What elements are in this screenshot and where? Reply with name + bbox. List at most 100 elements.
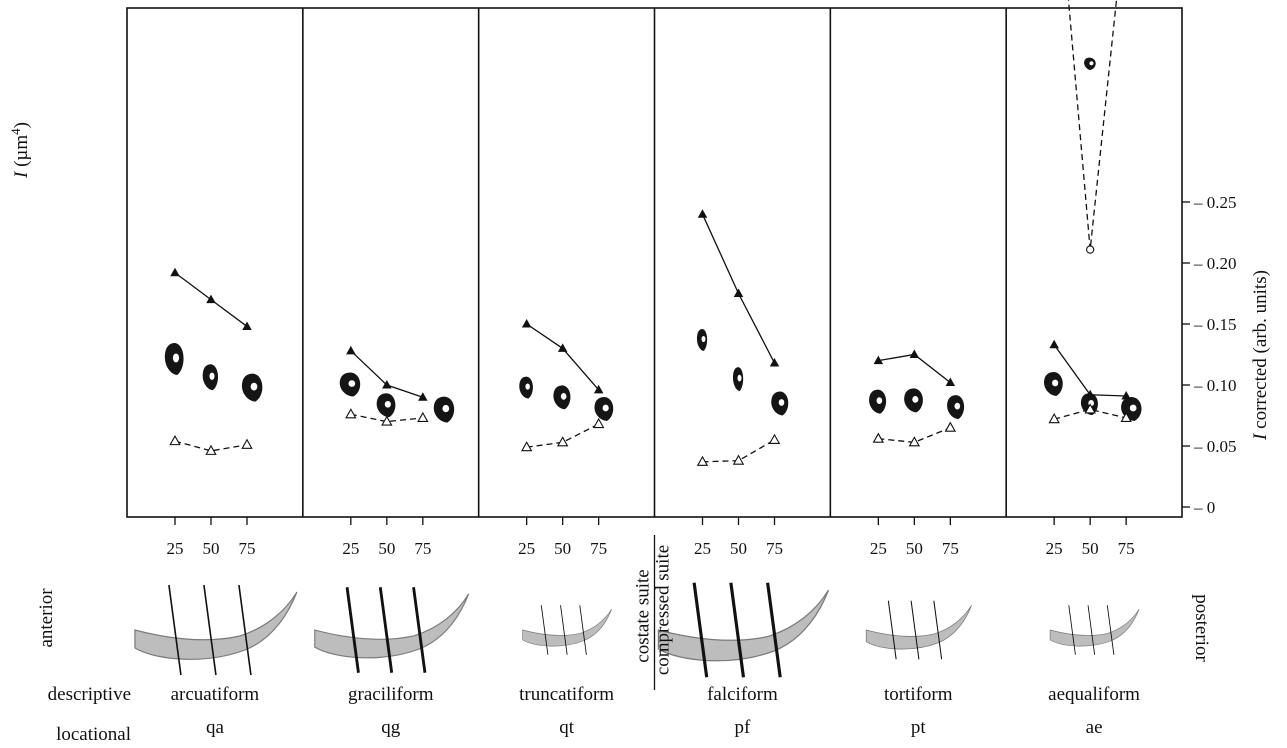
x-tick-label: 25 — [342, 539, 359, 558]
data-point-solid-triangle — [909, 349, 920, 358]
right-tick-label: – 0.05 — [1193, 437, 1237, 456]
right-tick-label: – 0.10 — [1193, 376, 1237, 395]
section-line — [887, 600, 897, 660]
section-line — [910, 600, 920, 660]
x-tick-label: 50 — [730, 539, 747, 558]
compressed-suite-label: compressed suite — [653, 545, 674, 675]
silhouette-pulp — [876, 397, 883, 404]
right-tick-label: – 0 — [1193, 498, 1215, 517]
data-point-solid-triangle — [1121, 390, 1131, 400]
cross-section-silhouette — [553, 385, 571, 410]
cross-section-silhouette — [376, 393, 396, 418]
series-line-solid-triangle — [1053, 344, 1127, 397]
series-line-open-triangle — [350, 413, 423, 423]
right-tick-label: – 0.15 — [1193, 315, 1237, 334]
silhouette-pulp — [737, 374, 742, 382]
data-point-solid-triangle — [170, 267, 180, 277]
locational-code: qt — [559, 717, 575, 738]
cross-section-silhouette — [732, 367, 744, 392]
data-point-open-triangle — [169, 434, 181, 446]
series-line-solid-triangle — [526, 323, 600, 391]
data-point-open-triangle — [556, 436, 569, 447]
section-line — [729, 582, 746, 678]
data-point-open-triangle — [872, 432, 885, 443]
data-point-open-triangle — [205, 444, 217, 455]
x-tick-label: 50 — [378, 539, 395, 558]
cross-section-silhouette — [904, 388, 923, 413]
x-tick-label: 25 — [1046, 539, 1063, 558]
silhouette-pulp — [912, 396, 919, 403]
data-point-solid-triangle — [593, 384, 604, 394]
x-tick-label: 25 — [870, 539, 887, 558]
data-point-open-triangle — [381, 415, 393, 426]
data-point-open-triangle — [592, 417, 605, 429]
descriptive-name: graciliform — [348, 684, 434, 705]
cross-section-silhouette — [947, 395, 965, 420]
data-point-solid-triangle — [557, 343, 568, 352]
x-tick-label: 25 — [694, 539, 711, 558]
data-point-open-triangle — [1120, 411, 1132, 422]
silhouette-pulp — [442, 404, 450, 413]
x-tick-label: 50 — [203, 539, 220, 558]
series-line-open-triangle — [174, 440, 248, 452]
descriptive-name: truncatiform — [519, 684, 614, 705]
section-line — [692, 582, 709, 678]
cross-section-silhouette — [339, 372, 361, 397]
section-line — [1106, 605, 1115, 655]
section-line — [560, 605, 568, 655]
data-point-solid-triangle — [521, 319, 532, 328]
silhouette-pulp — [209, 372, 215, 380]
right-tick-label: – 0.25 — [1193, 193, 1237, 212]
locational-code: qa — [206, 717, 225, 738]
specimen-body — [522, 608, 612, 647]
series-line-open-circle — [1067, 0, 1118, 250]
silhouette-pulp — [954, 402, 961, 410]
silhouette-pulp — [348, 380, 356, 387]
data-point-open-triangle — [417, 411, 429, 422]
data-point-open-triangle — [696, 455, 709, 466]
descriptive-name: arcuatiform — [171, 684, 260, 705]
x-tick-label: 75 — [239, 539, 256, 558]
section-line — [1068, 605, 1076, 655]
data-point-open-triangle — [1084, 403, 1096, 414]
data-point-open-triangle — [944, 421, 957, 432]
series-line-open-triangle — [878, 427, 951, 444]
x-tick-label: 75 — [1118, 539, 1135, 558]
x-tick-label: 75 — [942, 539, 959, 558]
specimen-illustration — [522, 605, 612, 655]
silhouette-pulp — [172, 353, 180, 363]
silhouette-pulp — [701, 335, 706, 343]
data-point-solid-triangle — [1049, 339, 1059, 349]
x-tick-label: 50 — [554, 539, 571, 558]
cross-section-silhouette — [519, 376, 533, 399]
section-line — [933, 600, 943, 660]
specimen-illustration — [134, 584, 298, 676]
data-point-solid-triangle — [733, 288, 744, 297]
specimen-body — [134, 591, 298, 660]
x-tick-label: 25 — [518, 539, 535, 558]
data-point-solid-triangle — [418, 392, 428, 401]
section-line — [1087, 605, 1096, 655]
descriptive-name: falciform — [707, 684, 778, 705]
silhouette-pulp — [1129, 404, 1137, 412]
section-line — [412, 587, 427, 673]
specimen-illustration — [657, 582, 830, 678]
specimen-body — [657, 589, 830, 662]
specimen-illustration — [314, 587, 470, 673]
silhouette-pulp — [250, 382, 258, 391]
specimen-body — [865, 605, 972, 650]
silhouette-pulp — [778, 399, 785, 406]
silhouette-pulp — [525, 383, 530, 390]
locational-code: pf — [735, 717, 752, 738]
data-point-open-triangle — [908, 436, 921, 447]
locational-code: ae — [1086, 717, 1103, 738]
silhouette-pulp — [1089, 61, 1094, 66]
descriptive-name: tortiform — [884, 684, 953, 705]
x-tick-label: 50 — [1082, 539, 1099, 558]
right-tick-label: – 0.20 — [1193, 254, 1237, 273]
x-tick-label: 75 — [414, 539, 431, 558]
section-line — [540, 605, 549, 655]
specimen-body — [314, 593, 470, 659]
data-point-solid-triangle — [697, 209, 708, 218]
